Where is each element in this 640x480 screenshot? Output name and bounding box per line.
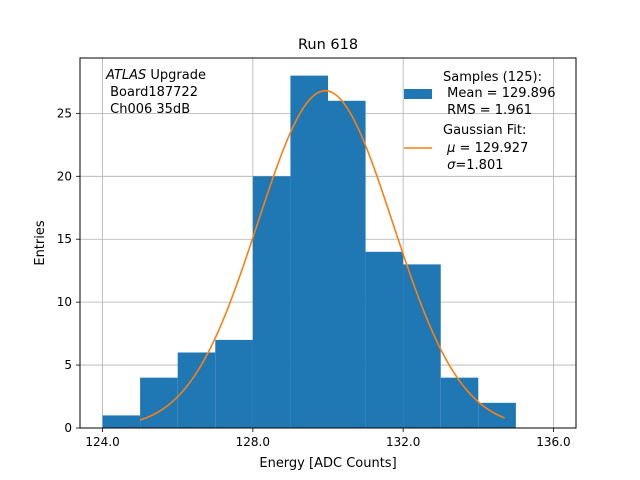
histogram-bar bbox=[365, 251, 404, 428]
y-tick-label: 20 bbox=[57, 169, 72, 183]
annotation-atlas-italic: ATLAS bbox=[105, 68, 146, 83]
legend-fit-title: Gaussian Fit: bbox=[443, 123, 526, 138]
legend-sigma-value: =1.801 bbox=[455, 158, 503, 173]
histogram-bar bbox=[102, 415, 141, 428]
y-tick-label: 5 bbox=[64, 358, 72, 372]
atlas-annotation: ATLAS Upgrade Board187722 Ch006 35dB bbox=[105, 68, 206, 117]
y-tick-label: 25 bbox=[57, 106, 72, 120]
y-tick-label: 10 bbox=[57, 295, 72, 309]
histogram-bars bbox=[102, 75, 516, 428]
y-axis-label: Entries bbox=[33, 220, 48, 266]
annotation-line-3: Ch006 35dB bbox=[106, 102, 190, 117]
histogram-bar bbox=[252, 176, 291, 428]
gaussian-fit-curve bbox=[139, 89, 505, 421]
legend-samples-mean: Mean = 129.896 bbox=[443, 86, 555, 101]
histogram-bar bbox=[290, 75, 328, 428]
x-axis-label: Energy [ADC Counts] bbox=[259, 456, 396, 471]
x-tick-label: 124.0 bbox=[85, 435, 119, 449]
legend-mu-symbol: μ bbox=[446, 141, 455, 156]
legend-mu-value: = 129.927 bbox=[455, 141, 528, 156]
annotation-line-2: Board187722 bbox=[106, 85, 198, 100]
histogram-bar bbox=[403, 264, 441, 428]
y-tick-label: 0 bbox=[64, 421, 72, 435]
legend-samples-title: Samples (125): bbox=[443, 70, 542, 85]
x-tick-label: 132.0 bbox=[386, 435, 420, 449]
y-axis-ticks: 0 5 10 15 20 25 bbox=[57, 106, 80, 435]
x-axis-ticks: 124.0 128.0 132.0 136.0 bbox=[85, 428, 571, 449]
x-tick-label: 136.0 bbox=[536, 435, 570, 449]
histogram-bar bbox=[440, 377, 479, 428]
plot-frame bbox=[79, 57, 577, 429]
legend-samples-swatch bbox=[404, 89, 432, 99]
histogram-bar bbox=[215, 339, 253, 428]
annotation-upgrade: Upgrade bbox=[146, 68, 206, 83]
legend-fit-mu: μ = 129.927 bbox=[443, 141, 528, 156]
annotation-line-1: ATLAS Upgrade bbox=[105, 68, 206, 83]
y-tick-label: 15 bbox=[57, 232, 72, 246]
legend-fit-sigma: σ=1.801 bbox=[443, 158, 504, 173]
legend-sigma-symbol: σ bbox=[447, 158, 456, 173]
chart-title: Run 618 bbox=[298, 37, 358, 53]
histogram-bar bbox=[328, 100, 366, 428]
legend: Samples (125): Mean = 129.896 RMS = 1.96… bbox=[404, 70, 555, 173]
x-tick-label: 128.0 bbox=[236, 435, 270, 449]
legend-samples-rms: RMS = 1.961 bbox=[443, 103, 532, 118]
